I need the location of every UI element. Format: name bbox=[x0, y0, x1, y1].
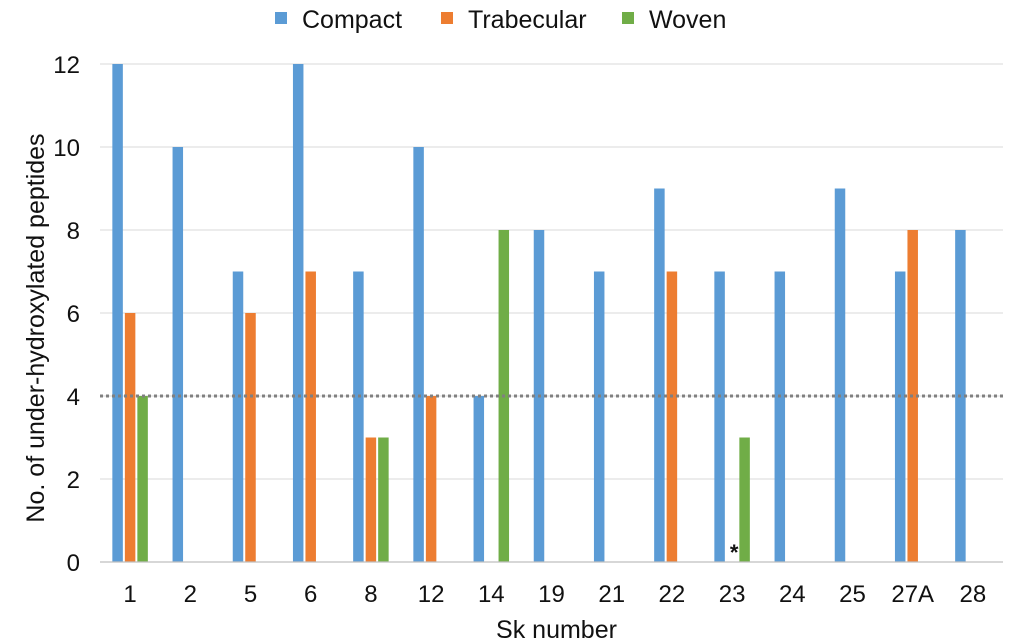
legend-swatch-trabecular bbox=[441, 12, 453, 24]
x-tick-label: 24 bbox=[779, 581, 806, 608]
x-tick-label: 8 bbox=[364, 581, 377, 608]
bar-compact-23 bbox=[714, 271, 725, 562]
bar-trabecular-6 bbox=[305, 271, 316, 562]
bar-compact-14 bbox=[473, 396, 485, 562]
bar-trabecular-12 bbox=[425, 396, 437, 562]
x-tick-label: 25 bbox=[839, 581, 866, 608]
x-tick-label: 1 bbox=[123, 581, 136, 608]
x-axis-title: Sk number bbox=[496, 616, 617, 644]
y-tick-label: 4 bbox=[67, 384, 80, 411]
bars bbox=[112, 64, 966, 562]
y-tick-label: 10 bbox=[53, 135, 80, 162]
x-tick-label: 28 bbox=[960, 581, 987, 608]
legend-label-trabecular: Trabecular bbox=[468, 6, 587, 34]
bar-compact-6 bbox=[292, 64, 304, 562]
bar-compact-21 bbox=[593, 271, 605, 562]
y-tick-label: 0 bbox=[67, 550, 80, 577]
y-tick-label: 6 bbox=[67, 301, 80, 328]
x-tick-label: 27A bbox=[891, 581, 934, 608]
bar-compact-27A bbox=[894, 271, 906, 562]
x-tick-label: 23 bbox=[719, 581, 746, 608]
bar-trabecular-22 bbox=[666, 271, 678, 562]
bar-compact-8 bbox=[353, 271, 364, 562]
x-tick-label: 12 bbox=[418, 581, 445, 608]
x-tick-label: 2 bbox=[184, 581, 197, 608]
annotation-asterisk: * bbox=[730, 540, 739, 565]
legend-label-compact: Compact bbox=[302, 6, 402, 34]
bar-compact-12 bbox=[413, 147, 424, 562]
bar-trabecular-1 bbox=[124, 313, 136, 562]
y-tick-label: 12 bbox=[53, 52, 80, 79]
bar-woven-23 bbox=[739, 437, 750, 562]
bar-compact-1 bbox=[112, 64, 123, 562]
annotations: * bbox=[730, 540, 739, 565]
bar-compact-5 bbox=[232, 271, 244, 562]
bar-compact-25 bbox=[834, 188, 846, 562]
x-tick-label: 14 bbox=[478, 581, 505, 608]
x-tick-label: 6 bbox=[304, 581, 317, 608]
bar-trabecular-5 bbox=[245, 313, 256, 562]
bar-compact-22 bbox=[654, 188, 665, 562]
bar-woven-1 bbox=[137, 396, 148, 562]
y-tick-label: 2 bbox=[67, 467, 80, 494]
x-tick-label: 21 bbox=[598, 581, 625, 608]
y-tick-label: 8 bbox=[67, 218, 80, 245]
y-axis-title: No. of under-hydroxylated peptides bbox=[22, 133, 50, 522]
legend: Compact Trabecular Woven bbox=[275, 6, 726, 34]
legend-swatch-compact bbox=[275, 12, 287, 24]
x-tick-label: 5 bbox=[244, 581, 257, 608]
x-tick-label: 19 bbox=[538, 581, 565, 608]
legend-label-woven: Woven bbox=[649, 6, 726, 34]
bar-trabecular-8 bbox=[365, 437, 377, 562]
bar-compact-24 bbox=[774, 271, 786, 562]
bar-woven-8 bbox=[378, 437, 389, 562]
legend-swatch-woven bbox=[622, 12, 634, 24]
bar-compact-2 bbox=[172, 147, 184, 562]
x-tick-label: 22 bbox=[659, 581, 686, 608]
